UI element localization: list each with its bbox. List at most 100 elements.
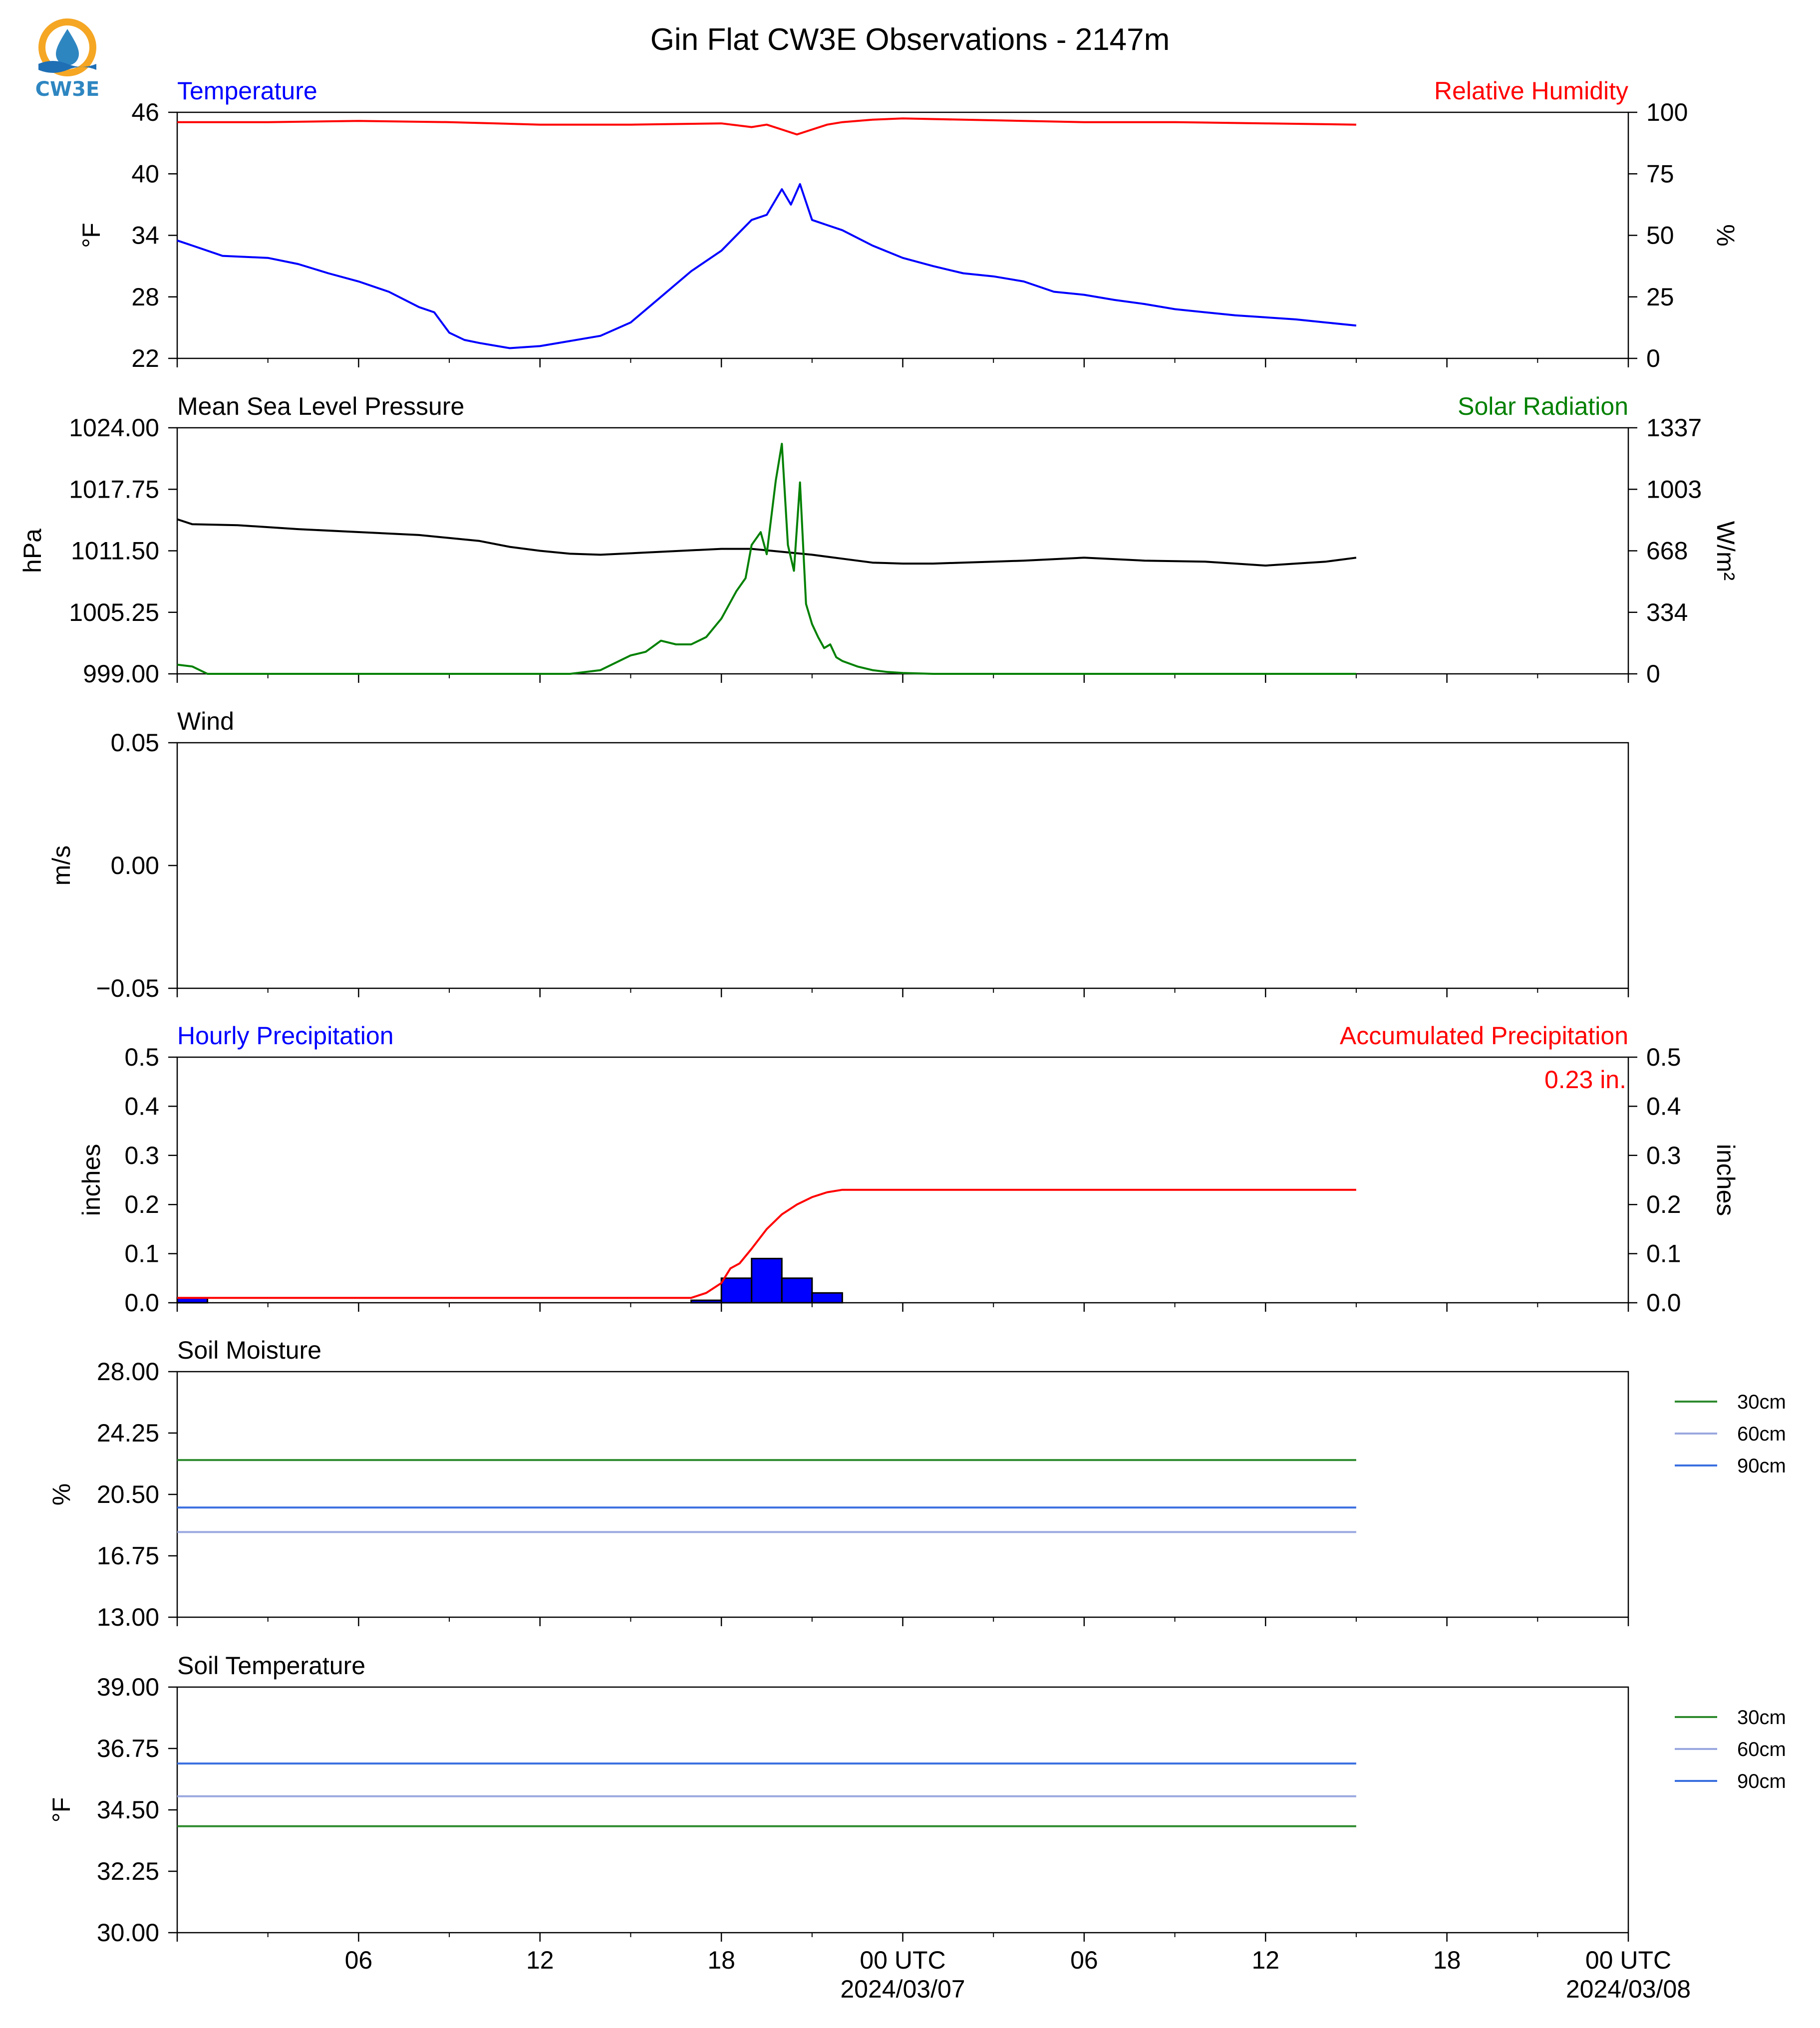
y-tick-label-right: 0.2: [1646, 1190, 1681, 1218]
y-tick-label-right: 50: [1646, 222, 1674, 250]
y-tick-label-left: 20.50: [97, 1480, 159, 1508]
panel-3: Wind −0.05 0.00 0.05 m/s: [47, 707, 1629, 1002]
panel-title-left: Soil Temperature: [177, 1652, 365, 1680]
y-tick-label-right: 75: [1646, 160, 1674, 188]
y-axis-label-left: °F: [77, 223, 105, 248]
x-date-label: 2024/03/07: [840, 1975, 965, 2003]
x-tick-label: 12: [1251, 1946, 1279, 1974]
y-tick-label-left: 13.00: [97, 1603, 159, 1631]
y-tick-label-left: 46: [131, 98, 159, 126]
x-tick-label: 06: [1070, 1946, 1098, 1974]
panel-title-right: Accumulated Precipitation: [1340, 1022, 1628, 1050]
y-tick-label-left: 0.2: [124, 1190, 159, 1218]
panel-4: Hourly Precipitation Accumulated Precipit…: [77, 1022, 1740, 1317]
panel-5: Soil Moisture 13.00 16.75 20.50 24.25 28.00% 3…: [47, 1336, 1786, 1631]
y-tick-label-right: 0.1: [1646, 1240, 1681, 1268]
y-tick-label-left: −0.05: [96, 974, 159, 1002]
legend-label: 90cm: [1737, 1770, 1786, 1792]
figure-title: Gin Flat CW3E Observations - 2147m: [650, 22, 1170, 57]
y-tick-label-right: 25: [1646, 283, 1674, 311]
y-tick-label-right: 1337: [1646, 414, 1702, 442]
y-tick-label-left: 1017.75: [69, 475, 159, 503]
legend-label: 60cm: [1737, 1423, 1786, 1445]
x-tick-label: 00 UTC: [860, 1946, 945, 1974]
y-tick-label-right: 0.5: [1646, 1043, 1681, 1071]
panel-frame: [176, 742, 1629, 989]
series-line-right-1: [177, 117, 1356, 136]
y-tick-label-left: 32.25: [97, 1857, 159, 1885]
precip-bar: [781, 1277, 813, 1304]
cw3e-logo: CW3E: [35, 18, 100, 101]
panel-frame: [176, 111, 1629, 359]
y-tick-label-right: 334: [1646, 598, 1688, 626]
panel-title-left: Mean Sea Level Pressure: [177, 392, 464, 420]
y-tick-label-left: 40: [131, 160, 159, 188]
y-tick-label-left: 0.0: [124, 1289, 159, 1317]
precip-bar: [811, 1292, 843, 1304]
panel-6: Soil Temperature 30.00 32.25 34.50 36.75 39.0…: [47, 1652, 1786, 2003]
x-tick-label: 06: [345, 1946, 373, 1974]
y-tick-label-left: 0.3: [124, 1142, 159, 1169]
series-line-left-0: [177, 518, 1357, 567]
y-tick-label-left: 0.4: [124, 1092, 159, 1120]
y-axis-label-right: %: [1712, 224, 1740, 246]
y-tick-label-left: 1005.25: [69, 598, 159, 626]
y-tick-label-left: 1024.00: [69, 414, 159, 442]
series-line-right-1: [177, 443, 1356, 675]
y-tick-label-left: 30.00: [97, 1919, 159, 1947]
x-tick-label: 18: [1433, 1946, 1461, 1974]
panel-frame: [176, 1371, 1629, 1618]
y-tick-label-left: 24.25: [97, 1419, 159, 1447]
y-tick-label-left: 28: [131, 283, 159, 311]
y-axis-label-left: m/s: [47, 846, 75, 886]
panel-title-left: Wind: [177, 707, 234, 735]
x-tick-label: 18: [707, 1946, 735, 1974]
x-tick-label: 12: [526, 1946, 554, 1974]
legend-label: 60cm: [1737, 1738, 1786, 1760]
panel-title-right: Relative Humidity: [1434, 77, 1628, 105]
panel-title-right: Solar Radiation: [1458, 392, 1628, 420]
y-tick-label-right: 1003: [1646, 475, 1702, 503]
legend-label: 30cm: [1737, 1707, 1786, 1729]
y-tick-label-right: 668: [1646, 537, 1688, 565]
y-tick-label-right: 0: [1646, 344, 1660, 372]
accum-total-annotation: 0.23 in.: [1544, 1066, 1626, 1094]
logo-drop-icon: [56, 29, 79, 65]
y-axis-label-left: °F: [47, 1797, 75, 1823]
panel-title-left: Temperature: [177, 77, 317, 105]
panel-2: Mean Sea Level Pressure Solar Radiation 99…: [18, 392, 1740, 688]
precip-bar: [751, 1257, 783, 1304]
y-tick-label-right: 0.4: [1646, 1092, 1681, 1120]
y-axis-label-left: %: [47, 1483, 75, 1505]
legend-label: 30cm: [1737, 1391, 1786, 1413]
y-axis-label-left: inches: [77, 1144, 105, 1216]
y-tick-label-left: 0.05: [111, 729, 159, 757]
y-tick-label-left: 999.00: [83, 660, 159, 688]
precip-bar: [720, 1277, 753, 1304]
y-tick-label-right: 0: [1646, 660, 1660, 688]
panel-1: Temperature Relative Humidity 22 28 34 40 46 0 2…: [77, 77, 1740, 372]
series-line-right-0: [177, 1188, 1356, 1299]
panel-title-left: Soil Moisture: [177, 1336, 321, 1364]
y-axis-label-left: hPa: [18, 529, 46, 573]
y-tick-label-left: 16.75: [97, 1542, 159, 1570]
y-tick-label-left: 36.75: [97, 1735, 159, 1762]
x-date-label: 2024/03/08: [1566, 1975, 1691, 2003]
logo-text: CW3E: [35, 78, 100, 101]
precip-bar: [690, 1299, 722, 1304]
y-axis-label-right: W/m²: [1712, 521, 1740, 580]
y-tick-label-left: 1011.50: [71, 537, 159, 565]
panel-frame: [176, 1056, 1629, 1304]
y-tick-label-left: 0.1: [124, 1240, 159, 1268]
series-line-left-0: [177, 183, 1357, 349]
x-tick-label: 00 UTC: [1585, 1946, 1671, 1974]
y-tick-label-left: 34: [131, 222, 159, 250]
panel-frame: [176, 427, 1629, 675]
y-tick-label-right: 0.3: [1646, 1142, 1681, 1169]
y-tick-label-left: 39.00: [97, 1673, 159, 1701]
y-tick-label-left: 0.5: [124, 1043, 159, 1071]
legend-label: 90cm: [1737, 1455, 1786, 1477]
y-tick-label-left: 22: [131, 344, 159, 372]
logo-wave-icon: [38, 61, 96, 73]
